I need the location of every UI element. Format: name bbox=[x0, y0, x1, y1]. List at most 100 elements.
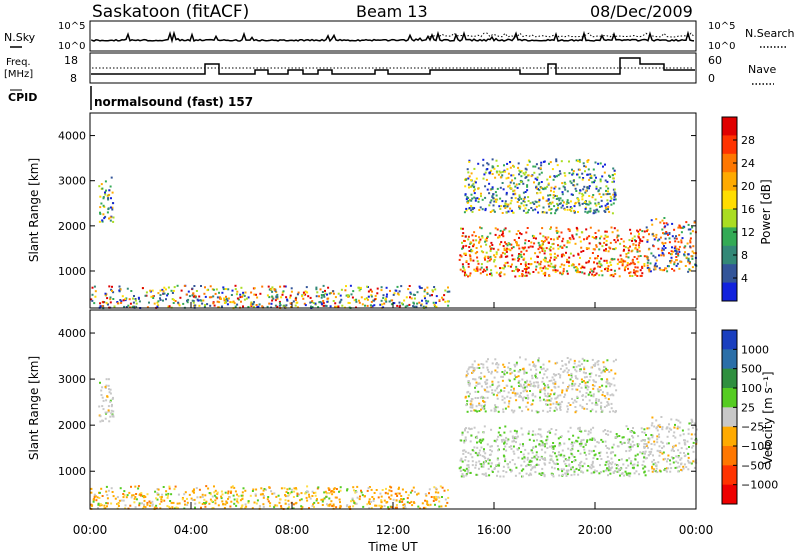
power-colorbar-tick-label: 28 bbox=[741, 134, 755, 147]
velocity-echo-cell bbox=[669, 459, 671, 462]
velocity-echo-cell bbox=[627, 446, 630, 448]
velocity-echo-cell bbox=[550, 428, 553, 430]
velocity-echo-cell bbox=[661, 452, 664, 455]
power-echo-cell bbox=[555, 198, 558, 200]
power-echo-cell bbox=[580, 267, 583, 270]
power-echo-cell bbox=[547, 236, 550, 239]
velocity-echo-cell bbox=[286, 488, 289, 491]
velocity-echo-cell bbox=[138, 504, 141, 507]
power-echo-cell bbox=[150, 295, 153, 298]
power-echo-cell bbox=[672, 250, 675, 253]
velocity-echo-cell bbox=[600, 438, 603, 441]
velocity-echo-cell bbox=[543, 392, 546, 395]
power-echo-cell bbox=[511, 263, 513, 266]
velocity-echo-cell bbox=[615, 410, 617, 413]
power-echo-cell bbox=[625, 255, 628, 258]
power-echo-cell bbox=[565, 246, 568, 249]
velocity-echo-cell bbox=[304, 492, 307, 495]
velocity-echo-cell bbox=[110, 502, 113, 505]
velocity-echo-cell bbox=[643, 445, 645, 448]
velocity-echo-cell bbox=[520, 385, 523, 388]
velocity-echo-cell bbox=[622, 442, 625, 444]
power-echo-cell bbox=[543, 265, 546, 268]
power-echo-cell bbox=[542, 247, 545, 250]
velocity-echo-cell bbox=[518, 370, 521, 373]
velocity-echo-cell bbox=[561, 391, 564, 394]
power-echo-cell bbox=[363, 298, 366, 301]
velocity-echo-cell bbox=[579, 462, 582, 464]
velocity-echo-cell bbox=[570, 468, 573, 471]
power-echo-cell bbox=[504, 227, 507, 230]
velocity-echo-cell bbox=[511, 371, 514, 374]
velocity-echo-cell bbox=[314, 491, 317, 494]
power-echo-cell bbox=[473, 192, 476, 195]
power-echo-cell bbox=[593, 209, 596, 212]
power-echo-cell bbox=[594, 257, 597, 260]
power-echo-cell bbox=[536, 261, 539, 264]
velocity-echo-cell bbox=[571, 461, 573, 463]
velocity-echo-cell bbox=[574, 459, 577, 462]
velocity-echo-cell bbox=[588, 399, 591, 402]
power-echo-cell bbox=[489, 232, 492, 235]
velocity-echo-cell bbox=[611, 446, 614, 449]
velocity-echo-cell bbox=[656, 449, 659, 452]
power-echo-cell bbox=[583, 266, 586, 269]
velocity-echo-cell bbox=[564, 462, 567, 465]
power-echo-cell bbox=[236, 290, 239, 293]
power-echo-cell bbox=[322, 300, 325, 302]
power-echo-cell bbox=[549, 256, 552, 259]
power-echo-cell bbox=[607, 205, 610, 208]
velocity-echo-cell bbox=[234, 490, 237, 493]
velocity-echo-cell bbox=[607, 474, 609, 477]
power-echo-cell bbox=[581, 271, 584, 274]
velocity-echo-cell bbox=[494, 407, 496, 410]
velocity-echo-cell bbox=[637, 443, 640, 446]
power-echo-cell bbox=[100, 202, 103, 205]
velocity-echo-cell bbox=[583, 376, 586, 379]
velocity-echo-cell bbox=[478, 460, 481, 463]
power-echo-cell bbox=[605, 239, 608, 242]
power-echo-cell bbox=[360, 296, 363, 299]
power-echo-cell bbox=[496, 187, 499, 190]
power-echo-cell bbox=[605, 185, 608, 188]
power-echo-cell bbox=[575, 159, 578, 162]
power-echo-cell bbox=[599, 263, 602, 266]
power-echo-cell bbox=[577, 201, 580, 204]
velocity-echo-cell bbox=[143, 495, 146, 498]
power-echo-cell bbox=[316, 291, 319, 294]
velocity-echo-cell bbox=[581, 357, 584, 360]
power-echo-cell bbox=[462, 267, 465, 270]
velocity-echo-cell bbox=[594, 362, 597, 365]
power-echo-cell bbox=[490, 269, 493, 272]
velocity-echo-cell bbox=[605, 367, 608, 370]
power-echo-cell bbox=[201, 302, 204, 305]
velocity-echo-cell bbox=[497, 391, 500, 394]
velocity-echo-cell bbox=[600, 405, 603, 408]
power-echo-cell bbox=[524, 263, 527, 266]
power-echo-cell bbox=[514, 192, 517, 195]
velocity-echo-cell bbox=[499, 434, 502, 437]
power-echo-cell bbox=[533, 203, 536, 205]
power-echo-cell bbox=[398, 290, 401, 293]
velocity-echo-cell bbox=[477, 382, 480, 385]
velocity-echo-cell bbox=[651, 416, 654, 419]
power-echo-cell bbox=[474, 235, 477, 237]
power-echo-cell bbox=[670, 253, 673, 256]
velocity-echo-cell bbox=[692, 445, 695, 447]
velocity-echo-cell bbox=[232, 494, 235, 497]
power-echo-cell bbox=[552, 178, 555, 181]
power-echo-cell bbox=[503, 249, 506, 251]
velocity-echo-cell bbox=[515, 376, 518, 378]
velocity-echo-cell bbox=[616, 445, 619, 448]
power-echo-cell bbox=[315, 288, 318, 291]
power-echo-cell bbox=[345, 285, 347, 288]
power-echo-cell bbox=[513, 239, 516, 242]
velocity-echo-cell bbox=[441, 496, 443, 498]
velocity-echo-cell bbox=[572, 401, 575, 404]
velocity-echo-cell bbox=[213, 494, 216, 497]
velocity-echo-cell bbox=[479, 439, 482, 441]
power-echo-cell bbox=[508, 230, 511, 233]
power-echo-cell bbox=[660, 249, 663, 252]
power-echo-cell bbox=[517, 198, 520, 201]
velocity-echo-cell bbox=[106, 502, 109, 505]
